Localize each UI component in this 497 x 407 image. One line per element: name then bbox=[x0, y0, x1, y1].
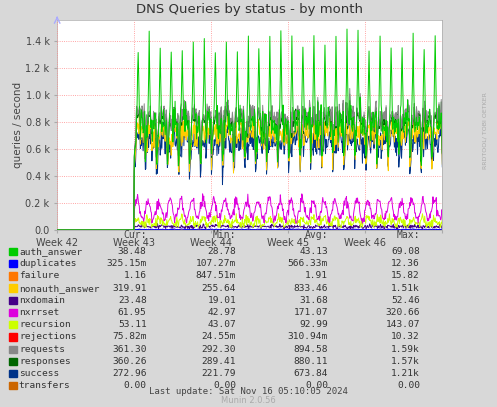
Text: 38.48: 38.48 bbox=[118, 247, 147, 256]
Text: 289.41: 289.41 bbox=[202, 357, 236, 366]
Text: 319.91: 319.91 bbox=[112, 284, 147, 293]
Text: 320.66: 320.66 bbox=[386, 308, 420, 317]
Text: 12.36: 12.36 bbox=[391, 259, 420, 268]
Text: 292.30: 292.30 bbox=[202, 345, 236, 354]
Text: 69.08: 69.08 bbox=[391, 247, 420, 256]
Text: 143.07: 143.07 bbox=[386, 320, 420, 329]
Text: 53.11: 53.11 bbox=[118, 320, 147, 329]
Text: 0.00: 0.00 bbox=[305, 381, 328, 390]
Text: 23.48: 23.48 bbox=[118, 296, 147, 305]
Text: 0.00: 0.00 bbox=[213, 381, 236, 390]
Text: 19.01: 19.01 bbox=[207, 296, 236, 305]
Text: 1.91: 1.91 bbox=[305, 271, 328, 280]
Text: 107.27m: 107.27m bbox=[196, 259, 236, 268]
Text: 360.26: 360.26 bbox=[112, 357, 147, 366]
Text: 15.82: 15.82 bbox=[391, 271, 420, 280]
Text: nonauth_answer: nonauth_answer bbox=[19, 284, 99, 293]
Text: 171.07: 171.07 bbox=[294, 308, 328, 317]
Text: 566.33m: 566.33m bbox=[288, 259, 328, 268]
Text: 0.00: 0.00 bbox=[124, 381, 147, 390]
Text: nxrrset: nxrrset bbox=[19, 308, 59, 317]
Text: Last update: Sat Nov 16 05:10:05 2024: Last update: Sat Nov 16 05:10:05 2024 bbox=[149, 387, 348, 396]
Text: rejections: rejections bbox=[19, 333, 77, 341]
Text: 1.21k: 1.21k bbox=[391, 369, 420, 378]
Title: DNS Queries by status - by month: DNS Queries by status - by month bbox=[136, 3, 363, 16]
Text: 92.99: 92.99 bbox=[299, 320, 328, 329]
Text: 0.00: 0.00 bbox=[397, 381, 420, 390]
Text: responses: responses bbox=[19, 357, 71, 366]
Text: 61.95: 61.95 bbox=[118, 308, 147, 317]
Text: 880.11: 880.11 bbox=[294, 357, 328, 366]
Text: 43.13: 43.13 bbox=[299, 247, 328, 256]
Text: duplicates: duplicates bbox=[19, 259, 77, 268]
Text: Munin 2.0.56: Munin 2.0.56 bbox=[221, 396, 276, 405]
Text: 1.16: 1.16 bbox=[124, 271, 147, 280]
Text: 361.30: 361.30 bbox=[112, 345, 147, 354]
Text: 52.46: 52.46 bbox=[391, 296, 420, 305]
Text: failure: failure bbox=[19, 271, 59, 280]
Text: 42.97: 42.97 bbox=[207, 308, 236, 317]
Text: nxdomain: nxdomain bbox=[19, 296, 65, 305]
Text: 310.94m: 310.94m bbox=[288, 333, 328, 341]
Text: 31.68: 31.68 bbox=[299, 296, 328, 305]
Text: Max:: Max: bbox=[397, 230, 420, 240]
Text: recursion: recursion bbox=[19, 320, 71, 329]
Text: 833.46: 833.46 bbox=[294, 284, 328, 293]
Text: 325.15m: 325.15m bbox=[106, 259, 147, 268]
Text: RRDTOOL/ TOBI OETKER: RRDTOOL/ TOBI OETKER bbox=[482, 92, 487, 168]
Text: 43.07: 43.07 bbox=[207, 320, 236, 329]
Text: Cur:: Cur: bbox=[123, 230, 147, 240]
Text: 221.79: 221.79 bbox=[202, 369, 236, 378]
Text: 847.51m: 847.51m bbox=[196, 271, 236, 280]
Y-axis label: queries / second: queries / second bbox=[12, 82, 22, 168]
Text: 75.82m: 75.82m bbox=[112, 333, 147, 341]
Text: transfers: transfers bbox=[19, 381, 71, 390]
Text: 673.84: 673.84 bbox=[294, 369, 328, 378]
Text: success: success bbox=[19, 369, 59, 378]
Text: 10.32: 10.32 bbox=[391, 333, 420, 341]
Text: 1.57k: 1.57k bbox=[391, 357, 420, 366]
Text: 28.78: 28.78 bbox=[207, 247, 236, 256]
Text: auth_answer: auth_answer bbox=[19, 247, 82, 256]
Text: Min:: Min: bbox=[213, 230, 236, 240]
Text: 272.96: 272.96 bbox=[112, 369, 147, 378]
Text: 894.58: 894.58 bbox=[294, 345, 328, 354]
Text: Avg:: Avg: bbox=[305, 230, 328, 240]
Text: 1.59k: 1.59k bbox=[391, 345, 420, 354]
Text: 1.51k: 1.51k bbox=[391, 284, 420, 293]
Text: requests: requests bbox=[19, 345, 65, 354]
Text: 24.55m: 24.55m bbox=[202, 333, 236, 341]
Text: 255.64: 255.64 bbox=[202, 284, 236, 293]
